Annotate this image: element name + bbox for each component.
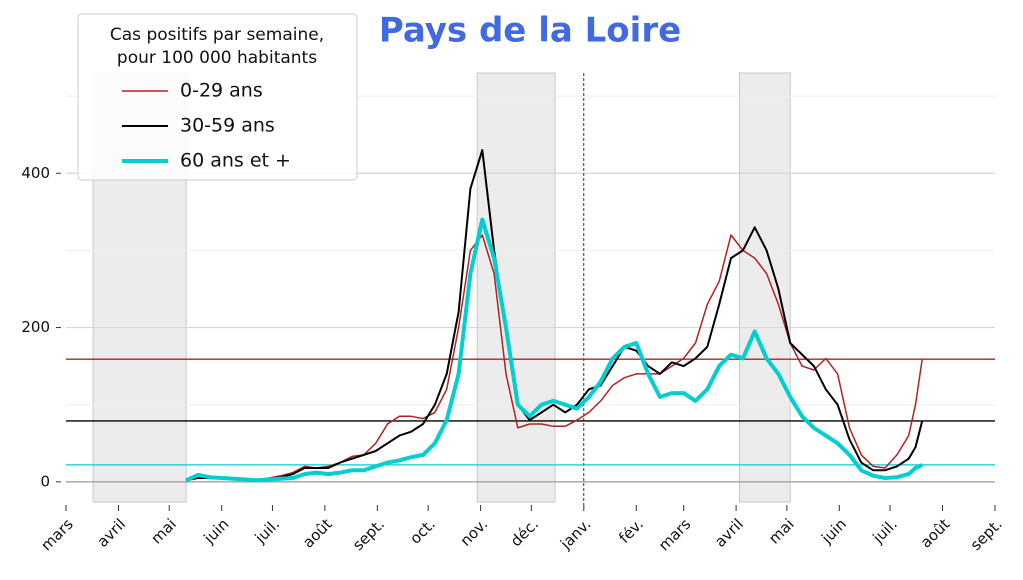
y-tick-label: 0 [40,472,50,490]
legend: Cas positifs par semaine, pour 100 000 ha… [77,13,358,181]
x-tick-label: août [917,515,954,552]
x-tick-label: août [299,515,336,552]
chart-title: Pays de la Loire [379,11,681,51]
legend-label: 0-29 ans [180,80,263,102]
shaded-period [476,72,556,503]
legend-title: pour 100 000 habitants [117,48,317,68]
y-tick-label: 400 [21,164,50,182]
x-tick-label: avril [93,515,129,551]
x-tick-label: juil. [251,515,283,547]
legend-box [77,13,358,181]
legend-label: 60 ans et + [180,150,291,172]
legend-label: 30-59 ans [180,115,275,137]
x-tick-label: sept. [967,515,1006,554]
x-tick-label: avril [711,515,747,551]
x-tick-label: mai [147,515,180,548]
x-tick-label: déc. [507,515,542,550]
x-tick-label: mai [765,515,798,548]
x-tick-label: fév. [615,515,647,547]
x-tick-label: sept. [349,515,388,554]
legend-title: Cas positifs par semaine, [110,25,324,45]
x-tick-label: mars [655,515,695,555]
x-tick-label: juin [200,515,233,548]
series-line [185,217,924,483]
shaded-period [738,72,791,503]
x-tick-label: oct. [406,515,439,548]
x-tick-label: mars [37,515,77,555]
x-tick-label: janv. [556,515,594,553]
x-tick-label: juil. [868,515,900,547]
x-tick-label: nov. [457,515,492,550]
x-tick-label: juin [817,515,850,548]
y-tick-label: 200 [21,318,50,336]
series-line [185,149,924,482]
